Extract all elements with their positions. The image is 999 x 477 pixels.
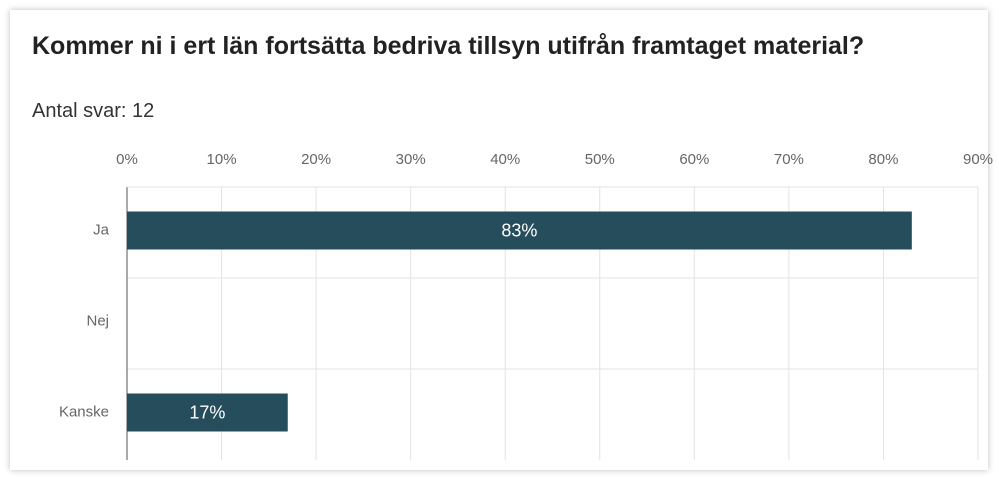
y-tick-label: Ja (93, 221, 110, 238)
x-tick-label: 70% (774, 151, 804, 168)
x-tick-label: 0% (116, 151, 138, 168)
value-label: 17% (189, 402, 225, 422)
value-label: 83% (501, 220, 537, 240)
x-tick-label: 50% (585, 151, 615, 168)
x-tick-label: 60% (679, 151, 709, 168)
x-tick-label: 80% (868, 151, 898, 168)
x-tick-label: 10% (207, 151, 237, 168)
y-tick-label: Nej (86, 312, 109, 329)
x-tick-label: 40% (490, 151, 520, 168)
x-tick-label: 90% (963, 151, 993, 168)
bar (127, 211, 912, 250)
chart-title: Kommer ni i ert län fortsätta bedriva ti… (32, 32, 865, 60)
y-tick-label: Kanske (59, 403, 109, 420)
bar (127, 393, 288, 432)
chart-subtitle: Antal svar: 12 (32, 100, 155, 122)
x-tick-label: 30% (396, 151, 426, 168)
x-tick-label: 20% (301, 151, 331, 168)
